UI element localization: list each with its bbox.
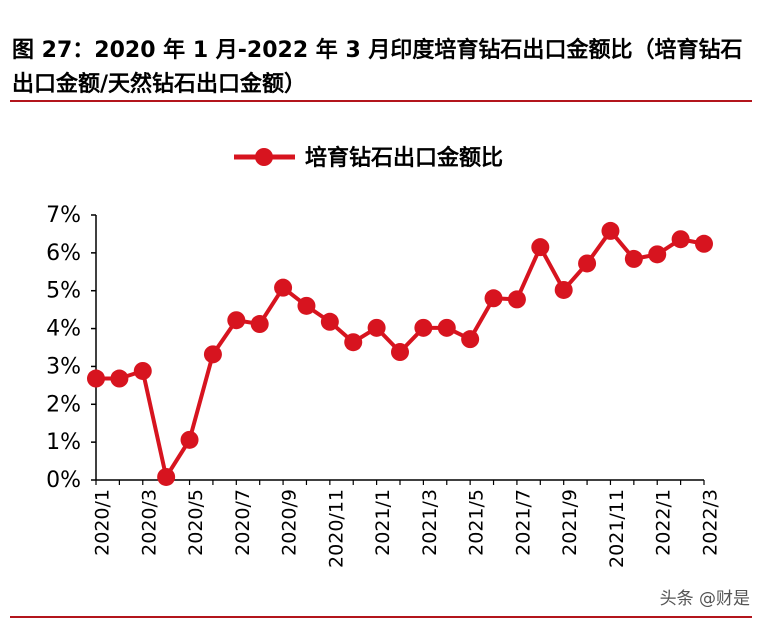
data-point xyxy=(437,318,456,337)
x-tick-label: 2020/7 xyxy=(232,489,254,556)
data-point xyxy=(695,234,713,253)
chart-title: 图 27：2020 年 1 月-2022 年 3 月印度培育钻石出口金额比（培育… xyxy=(12,38,743,97)
title-divider xyxy=(10,100,752,102)
data-point xyxy=(391,343,409,362)
data-point xyxy=(414,318,433,337)
x-tick-label: 2021/5 xyxy=(466,489,488,556)
data-point xyxy=(367,318,386,337)
data-point xyxy=(344,333,363,352)
x-tick-label: 2022/3 xyxy=(700,489,722,556)
data-point xyxy=(320,312,339,331)
legend-label: 培育钻石出口金额比 xyxy=(305,145,503,171)
data-point xyxy=(624,249,643,268)
series-layer xyxy=(87,221,713,486)
x-tick-label: 2020/3 xyxy=(138,489,160,556)
x-tick-label: 2022/1 xyxy=(653,489,675,556)
data-point xyxy=(274,278,293,297)
data-point xyxy=(180,430,199,449)
y-axis-ticks: 0% 1% 2% 3% 4% 5% 6% 7% xyxy=(46,203,96,493)
x-tick-label: 2021/7 xyxy=(512,489,534,556)
data-point xyxy=(671,230,690,249)
data-point xyxy=(578,254,597,273)
data-point xyxy=(601,221,620,240)
x-tick-label: 2021/11 xyxy=(606,489,628,568)
data-point xyxy=(133,361,152,380)
x-tick-label: 2021/3 xyxy=(419,489,441,556)
data-point xyxy=(484,289,503,308)
x-tick-label: 2021/9 xyxy=(559,489,581,556)
y-tick-label: 2% xyxy=(46,392,81,417)
data-point xyxy=(648,245,667,264)
y-tick-label: 1% xyxy=(46,430,81,455)
x-tick-label: 2020/9 xyxy=(279,489,301,556)
chart-legend: 培育钻石出口金额比 xyxy=(234,145,503,171)
x-axis-ticks: 2020/1 2020/3 2020/5 2020/7 2020/9 2020/11 202… xyxy=(92,480,722,568)
data-point xyxy=(531,238,550,257)
y-tick-label: 5% xyxy=(46,279,81,304)
data-point xyxy=(157,467,176,486)
data-point xyxy=(250,315,269,334)
x-tick-label: 2020/1 xyxy=(92,489,114,556)
watermark-label: 头条 @财是 xyxy=(656,588,753,610)
data-point xyxy=(203,345,222,364)
y-tick-label: 0% xyxy=(46,468,81,493)
data-point xyxy=(227,311,246,330)
data-point xyxy=(87,369,105,388)
y-tick-label: 3% xyxy=(46,354,81,379)
y-tick-label: 7% xyxy=(46,203,81,228)
x-tick-label: 2021/1 xyxy=(372,489,394,556)
x-tick-label: 2020/5 xyxy=(185,489,207,556)
y-tick-label: 6% xyxy=(46,241,81,266)
y-tick-label: 4% xyxy=(46,317,81,342)
data-point xyxy=(554,280,573,299)
data-point xyxy=(461,330,480,349)
data-point xyxy=(507,290,526,309)
data-point xyxy=(297,296,316,315)
legend-marker xyxy=(255,148,273,166)
data-point xyxy=(110,369,129,388)
bottom-divider xyxy=(10,616,752,618)
x-tick-label: 2020/11 xyxy=(325,489,347,568)
